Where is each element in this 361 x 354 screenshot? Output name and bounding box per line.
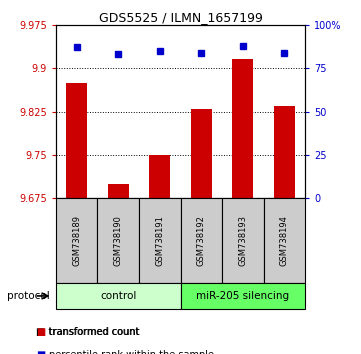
Text: ■ transformed count: ■ transformed count (36, 327, 139, 337)
Title: GDS5525 / ILMN_1657199: GDS5525 / ILMN_1657199 (99, 11, 262, 24)
Bar (56, 198, 97, 283)
Text: percentile rank within the sample: percentile rank within the sample (49, 350, 214, 354)
Text: GSM738190: GSM738190 (114, 215, 123, 266)
Bar (232, 59, 253, 198)
Text: control: control (100, 291, 136, 301)
Bar (149, 155, 170, 198)
Bar (56, 283, 180, 309)
Bar (274, 106, 295, 198)
Text: miR-205 silencing: miR-205 silencing (196, 291, 289, 301)
Bar (108, 184, 129, 198)
Text: GSM738191: GSM738191 (155, 215, 164, 266)
Bar (66, 82, 87, 198)
Bar (191, 109, 212, 198)
Text: ■: ■ (36, 350, 45, 354)
Text: GSM738194: GSM738194 (280, 215, 289, 266)
Text: GSM738193: GSM738193 (238, 215, 247, 266)
Bar (139, 198, 180, 283)
Bar (180, 283, 305, 309)
Bar (222, 198, 264, 283)
Text: protocol: protocol (7, 291, 50, 301)
Bar (264, 198, 305, 283)
Bar (97, 198, 139, 283)
Text: GSM738189: GSM738189 (72, 215, 81, 266)
Text: ■: ■ (36, 327, 45, 337)
Bar (180, 198, 222, 283)
Text: transformed count: transformed count (49, 327, 139, 337)
Text: GSM738192: GSM738192 (197, 215, 206, 266)
